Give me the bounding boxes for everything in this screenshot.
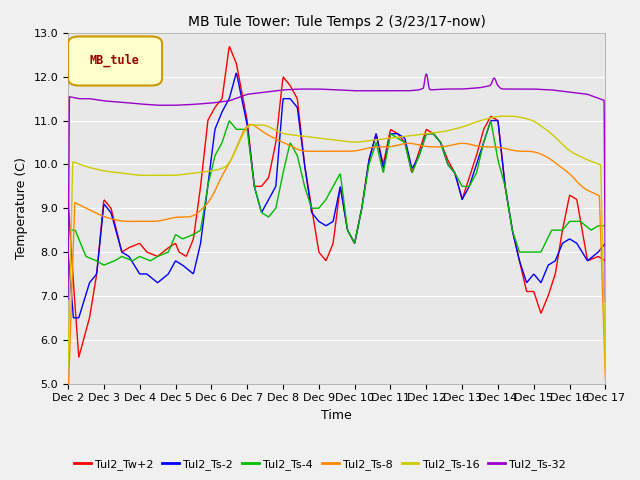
X-axis label: Time: Time	[321, 409, 352, 422]
Y-axis label: Temperature (C): Temperature (C)	[15, 157, 28, 259]
FancyBboxPatch shape	[68, 36, 162, 85]
Title: MB Tule Tower: Tule Temps 2 (3/23/17-now): MB Tule Tower: Tule Temps 2 (3/23/17-now…	[188, 15, 486, 29]
Legend: Tul2_Tw+2, Tul2_Ts-2, Tul2_Ts-4, Tul2_Ts-8, Tul2_Ts-16, Tul2_Ts-32: Tul2_Tw+2, Tul2_Ts-2, Tul2_Ts-4, Tul2_Ts…	[69, 455, 571, 474]
Text: MB_tule: MB_tule	[90, 54, 140, 67]
